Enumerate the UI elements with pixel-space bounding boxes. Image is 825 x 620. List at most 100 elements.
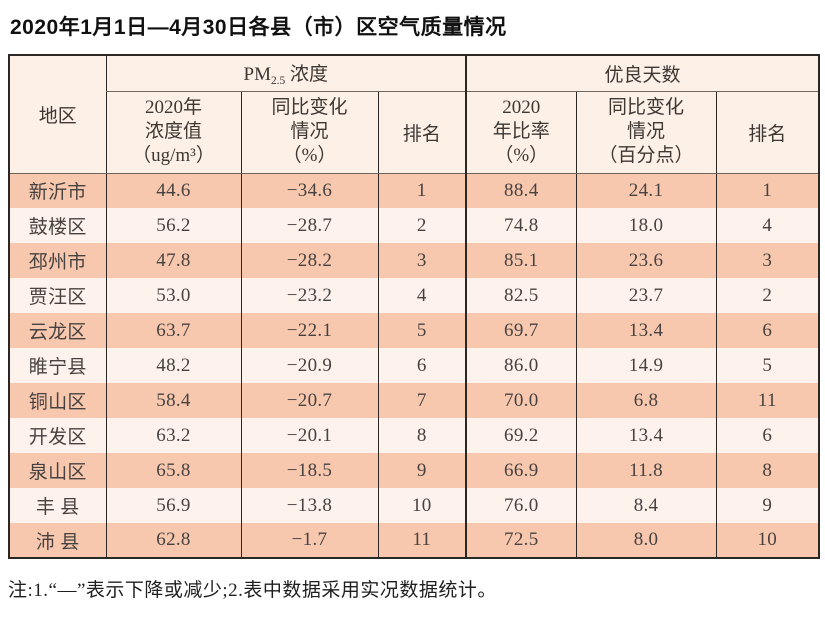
good-rank-cell: 4: [715, 208, 820, 243]
header-good-rate: 2020 年比率 （%）: [465, 91, 577, 174]
header-pm-rank: 排名: [377, 91, 467, 174]
good-change-cell: 6.8: [575, 383, 717, 418]
air-quality-table: 地区 PM2.5 浓度 优良天数 2020年 浓度值 （ug/m³） 同比变化 …: [8, 54, 821, 559]
good-rank-cell: 2: [715, 278, 820, 313]
pm-rank-cell: 6: [377, 348, 467, 383]
region-cell: 邳州市: [8, 243, 106, 278]
pm25-label-pre: PM: [243, 64, 271, 86]
good-change-cell: 24.1: [575, 173, 717, 208]
good-change-cell: 8.0: [575, 523, 717, 558]
footnote: 注:1.“—”表示下降或减少;2.表中数据采用实况数据统计。: [8, 580, 497, 601]
table-header: 地区 PM2.5 浓度 优良天数 2020年 浓度值 （ug/m³） 同比变化 …: [8, 55, 820, 174]
good-rate-cell: 66.9: [465, 453, 577, 488]
pm-change-cell: −34.6: [240, 173, 378, 208]
region-cell: 铜山区: [8, 383, 106, 418]
pm-change-cell: −18.5: [240, 453, 378, 488]
table-row: 开发区 63.2 −20.1 8 69.2 13.4 6: [8, 418, 820, 453]
pm25-label-subscript: 2.5: [270, 75, 286, 88]
region-cell: 睢宁县: [8, 348, 106, 383]
good-rank-cell: 11: [715, 383, 820, 418]
table-row: 云龙区 63.7 −22.1 5 69.7 13.4 6: [8, 313, 820, 348]
page-title: 2020年1月1日—4月30日各县（市）区空气质量情况: [10, 16, 507, 39]
table-row: 新沂市 44.6 −34.6 1 88.4 24.1 1: [8, 173, 820, 208]
pm-rank-cell: 8: [377, 418, 467, 453]
table-row: 贾汪区 53.0 −23.2 4 82.5 23.7 2: [8, 278, 820, 313]
pm-value-cell: 62.8: [105, 523, 241, 558]
pm-rank-cell: 10: [377, 488, 467, 523]
good-rate-cell: 74.8: [465, 208, 577, 243]
pm-rank-cell: 4: [377, 278, 467, 313]
table-row: 邳州市 47.8 −28.2 3 85.1 23.6 3: [8, 243, 820, 278]
good-change-cell: 18.0: [575, 208, 717, 243]
pm25-label-post: 浓度: [285, 64, 328, 86]
region-cell: 贾汪区: [8, 278, 106, 313]
pm-rank-cell: 5: [377, 313, 467, 348]
good-rate-cell: 70.0: [465, 383, 577, 418]
region-cell: 丰 县: [8, 488, 106, 523]
good-rate-cell: 72.5: [465, 523, 577, 558]
pm-rank-cell: 11: [377, 523, 467, 558]
header-region: 地区: [8, 55, 106, 174]
pm-value-cell: 53.0: [105, 278, 241, 313]
pm-value-cell: 48.2: [105, 348, 241, 383]
good-change-cell: 8.4: [575, 488, 717, 523]
good-rate-cell: 82.5: [465, 278, 577, 313]
pm-rank-cell: 7: [377, 383, 467, 418]
pm-change-cell: −22.1: [240, 313, 378, 348]
table-body: 新沂市 44.6 −34.6 1 88.4 24.1 1 鼓楼区 56.2 −2…: [8, 173, 820, 558]
good-change-cell: 14.9: [575, 348, 717, 383]
pm-rank-cell: 1: [377, 173, 467, 208]
good-change-cell: 23.6: [575, 243, 717, 278]
table-row: 鼓楼区 56.2 −28.7 2 74.8 18.0 4: [8, 208, 820, 243]
good-rank-cell: 3: [715, 243, 820, 278]
region-cell: 鼓楼区: [8, 208, 106, 243]
pm-change-cell: −23.2: [240, 278, 378, 313]
pm-value-cell: 56.9: [105, 488, 241, 523]
header-group-pm25: PM2.5 浓度: [105, 55, 467, 92]
header-group-good-days: 优良天数: [465, 55, 820, 92]
good-rank-cell: 10: [715, 523, 820, 558]
pm-value-cell: 56.2: [105, 208, 241, 243]
pm-rank-cell: 9: [377, 453, 467, 488]
good-change-cell: 13.4: [575, 418, 717, 453]
good-rank-cell: 5: [715, 348, 820, 383]
pm-change-cell: −20.9: [240, 348, 378, 383]
header-group-row: 地区 PM2.5 浓度 优良天数: [8, 55, 820, 174]
pm-rank-cell: 3: [377, 243, 467, 278]
pm-value-cell: 63.2: [105, 418, 241, 453]
pm-value-cell: 58.4: [105, 383, 241, 418]
table-row: 泉山区 65.8 −18.5 9 66.9 11.8 8: [8, 453, 820, 488]
header-good-change: 同比变化 情况 （百分点）: [575, 91, 717, 174]
region-cell: 泉山区: [8, 453, 106, 488]
good-rank-cell: 8: [715, 453, 820, 488]
region-cell: 新沂市: [8, 173, 106, 208]
region-cell: 云龙区: [8, 313, 106, 348]
header-pm-change: 同比变化 情况 （%）: [240, 91, 378, 174]
pm-change-cell: −20.7: [240, 383, 378, 418]
region-cell: 开发区: [8, 418, 106, 453]
good-rank-cell: 6: [715, 418, 820, 453]
good-change-cell: 23.7: [575, 278, 717, 313]
table-row: 丰 县 56.9 −13.8 10 76.0 8.4 9: [8, 488, 820, 523]
table-row: 铜山区 58.4 −20.7 7 70.0 6.8 11: [8, 383, 820, 418]
good-rank-cell: 6: [715, 313, 820, 348]
good-rank-cell: 9: [715, 488, 820, 523]
good-rate-cell: 69.7: [465, 313, 577, 348]
pm-change-cell: −13.8: [240, 488, 378, 523]
header-good-rank: 排名: [715, 91, 820, 174]
table-row: 睢宁县 48.2 −20.9 6 86.0 14.9 5: [8, 348, 820, 383]
good-rank-cell: 1: [715, 173, 820, 208]
pm-change-cell: −20.1: [240, 418, 378, 453]
header-sub-row: 2020年 浓度值 （ug/m³） 同比变化 情况 （%） 排名 2020 年比…: [9, 91, 820, 174]
pm-change-cell: −1.7: [240, 523, 378, 558]
pm-value-cell: 63.7: [105, 313, 241, 348]
table-row: 沛 县 62.8 −1.7 11 72.5 8.0 10: [8, 523, 820, 558]
good-change-cell: 13.4: [575, 313, 717, 348]
pm-rank-cell: 2: [377, 208, 467, 243]
good-rate-cell: 88.4: [465, 173, 577, 208]
good-rate-cell: 76.0: [465, 488, 577, 523]
pm-change-cell: −28.7: [240, 208, 378, 243]
header-pm-value: 2020年 浓度值 （ug/m³）: [105, 91, 241, 174]
good-rate-cell: 69.2: [465, 418, 577, 453]
